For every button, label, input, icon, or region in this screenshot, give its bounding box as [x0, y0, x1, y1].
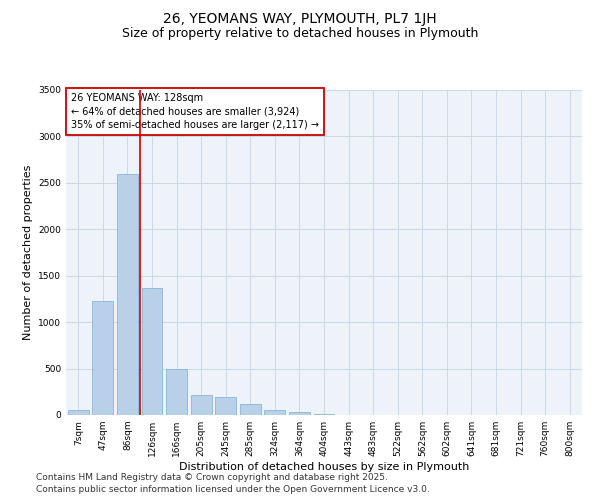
Text: Contains HM Land Registry data © Crown copyright and database right 2025.: Contains HM Land Registry data © Crown c…	[36, 472, 388, 482]
Bar	[265, 410, 286, 415]
Text: Contains public sector information licensed under the Open Government Licence v3: Contains public sector information licen…	[36, 485, 430, 494]
Bar	[240, 404, 261, 415]
Text: Size of property relative to detached houses in Plymouth: Size of property relative to detached ho…	[122, 28, 478, 40]
Bar	[142, 288, 163, 415]
X-axis label: Distribution of detached houses by size in Plymouth: Distribution of detached houses by size …	[179, 462, 469, 472]
Bar	[289, 412, 310, 415]
Bar	[117, 174, 138, 415]
Bar	[314, 414, 334, 415]
Bar	[215, 397, 236, 415]
Bar	[68, 410, 89, 415]
Bar	[166, 368, 187, 415]
Text: 26, YEOMANS WAY, PLYMOUTH, PL7 1JH: 26, YEOMANS WAY, PLYMOUTH, PL7 1JH	[163, 12, 437, 26]
Bar	[92, 301, 113, 415]
Text: 26 YEOMANS WAY: 128sqm
← 64% of detached houses are smaller (3,924)
35% of semi-: 26 YEOMANS WAY: 128sqm ← 64% of detached…	[71, 93, 319, 130]
Y-axis label: Number of detached properties: Number of detached properties	[23, 165, 32, 340]
Bar	[191, 394, 212, 415]
